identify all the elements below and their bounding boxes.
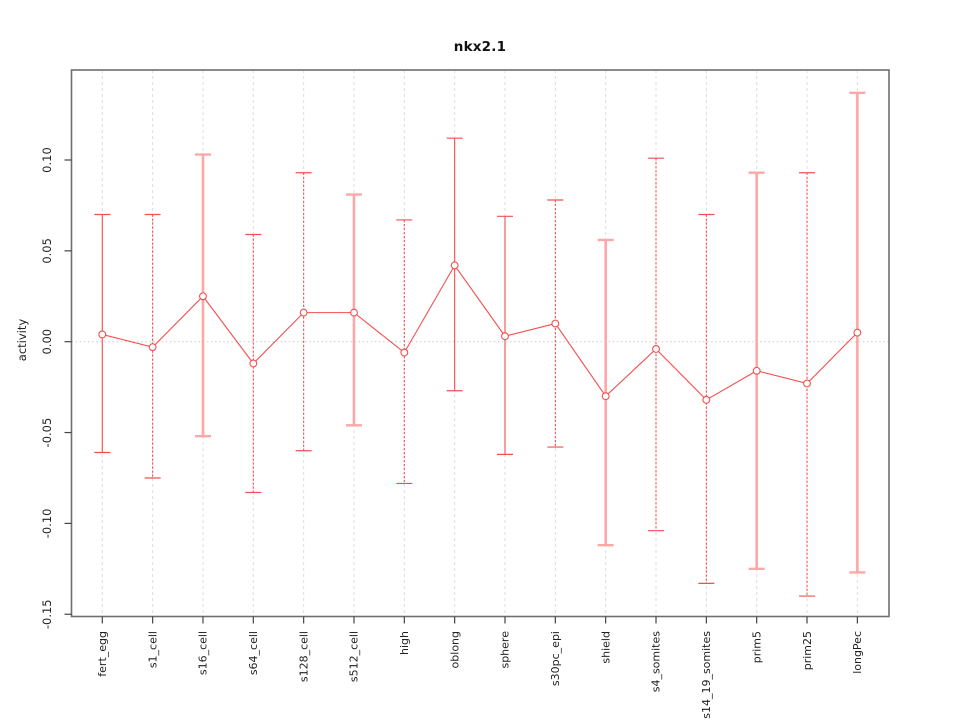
data-point (98, 330, 107, 339)
x-tick-label: s4_somites (650, 631, 663, 693)
y-tick-label: 0.00 (40, 329, 54, 355)
x-tick-label: fert_egg (96, 631, 109, 677)
y-tick-label: 0.10 (40, 147, 54, 173)
x-tick-label: s16_cell (197, 631, 210, 675)
data-point (400, 348, 409, 357)
x-tick-label: shield (599, 631, 612, 664)
x-tick-label: s14_19_somites (700, 631, 713, 719)
x-tick-label: s512_cell (348, 631, 361, 682)
x-tick-label: s1_cell (146, 631, 159, 668)
x-tick-label: s64_cell (247, 631, 260, 675)
data-point (350, 308, 358, 317)
y-tick-label: -0.05 (40, 418, 54, 448)
data-point (199, 292, 207, 301)
x-tick-label: s30pc_epi (549, 631, 562, 686)
data-point (803, 379, 811, 388)
y-tick-label: -0.10 (40, 509, 54, 539)
data-point (601, 392, 610, 401)
data-point (450, 261, 459, 270)
x-tick-label: prim5 (750, 631, 763, 663)
x-tick-label: longPec (851, 631, 864, 674)
data-point (652, 345, 660, 353)
data-point (853, 328, 862, 337)
plot-border (70, 69, 890, 618)
data-point (249, 359, 258, 368)
x-tick-label: oblong (448, 631, 461, 668)
mean-line (102, 264, 858, 401)
x-tick-label: s128_cell (297, 631, 310, 682)
y-tick-label: 0.05 (40, 238, 54, 264)
x-tick-label: high (398, 631, 411, 655)
data-point (299, 308, 308, 317)
data-point (148, 343, 157, 352)
data-point (702, 395, 711, 404)
data-point (551, 319, 560, 328)
x-tick-label: prim25 (801, 631, 814, 670)
x-tick-label: sphere (499, 631, 512, 669)
chart-title: nkx2.1 (453, 39, 507, 55)
data-point (501, 332, 509, 341)
data-point (752, 366, 761, 375)
y-tick-label: -0.15 (40, 599, 54, 629)
